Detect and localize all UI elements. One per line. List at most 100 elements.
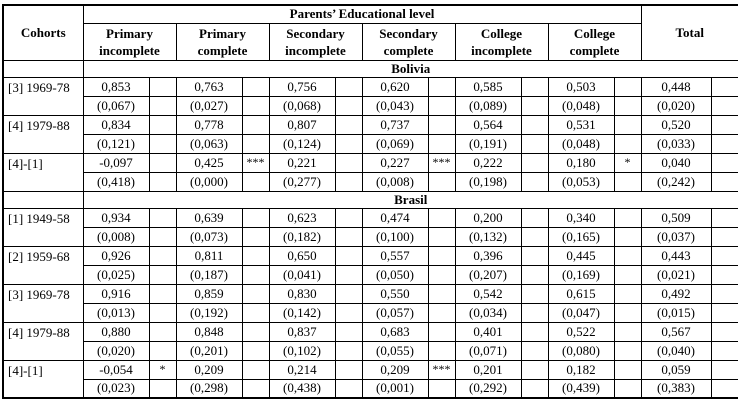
value-cell: 0,737 [361,114,429,135]
star-blank-cell [427,378,456,399]
significance-star-cell [241,359,270,380]
significance-star-cell [148,283,177,304]
value-cell: 0,807 [268,114,336,135]
standard-error-cell: (0,041) [268,264,336,285]
star-blank-cell [334,95,363,116]
star-blank-cell [710,264,738,285]
star-blank-cell [241,264,270,285]
parents-education-group-header: Parents’ Educational level [82,4,642,24]
cohort-cell: [4] 1979-88 [2,114,84,154]
star-blank-cell [241,95,270,116]
significance-star-cell: *** [427,152,456,173]
significance-star-cell [520,114,549,135]
section-row: Brasil [2,190,738,209]
value-cell: 0,650 [268,245,336,266]
star-blank-cell [710,226,738,247]
standard-error-cell: (0,142) [268,302,336,323]
star-blank-cell [334,226,363,247]
star-blank-cell [241,302,270,323]
section-cohort-blank-cell [2,190,84,209]
significance-star-cell [710,321,738,342]
standard-error-cell: (0,015) [640,302,712,323]
star-blank-cell [710,340,738,361]
value-cell: 0,445 [547,245,615,266]
value-cell: 0,859 [175,283,243,304]
standard-error-cell: (0,067) [82,95,150,116]
standard-error-cell: (0,027) [175,95,243,116]
significance-star-cell [710,76,738,97]
value-cell: 0,926 [82,245,150,266]
column-header-college-complete: College complete [547,22,642,61]
significance-star-cell [520,76,549,97]
star-blank-cell [613,95,642,116]
standard-error-cell: (0,383) [640,378,712,399]
standard-error-cell: (0,121) [82,133,150,154]
value-cell: -0,097 [82,152,150,173]
value-cell: 0,837 [268,321,336,342]
standard-error-cell: (0,048) [547,133,615,154]
significance-star-cell: *** [241,152,270,173]
standard-error-cell: (0,439) [547,378,615,399]
star-blank-cell [334,378,363,399]
significance-star-cell [613,245,642,266]
cohort-cell: [3] 1969-78 [2,283,84,323]
significance-star-cell [334,321,363,342]
star-blank-cell [613,133,642,154]
star-blank-cell [148,226,177,247]
star-blank-cell [427,302,456,323]
value-cell: 0,778 [175,114,243,135]
significance-star-cell [710,283,738,304]
star-blank-cell [613,340,642,361]
value-cell: 0,227 [361,152,429,173]
value-cell: 0,564 [454,114,522,135]
value-cell: 0,934 [82,207,150,228]
significance-star-cell [520,359,549,380]
significance-star-cell [427,245,456,266]
value-row: [3] 1969-78 0,853 0,763 0,756 0,620 0,585 0,50… [2,76,738,116]
value-cell: 0,222 [454,152,522,173]
standard-error-cell: (0,182) [268,226,336,247]
standard-error-cell: (0,102) [268,340,336,361]
standard-error-cell: (0,037) [640,226,712,247]
value-cell: 0,182 [547,359,615,380]
header-row-top: Cohorts Parents’ Educational level Total [2,4,738,61]
star-blank-cell [710,302,738,323]
value-cell: 0,763 [175,76,243,97]
star-blank-cell [613,171,642,192]
value-cell: 0,396 [454,245,522,266]
standard-error-cell: (0,298) [175,378,243,399]
standard-error-cell: (0,053) [547,171,615,192]
standard-error-cell: (0,000) [175,171,243,192]
significance-star-cell [520,152,549,173]
value-row: [4] 1979-88 0,880 0,848 0,837 0,683 0,401 0,52… [2,321,738,361]
star-blank-cell [613,378,642,399]
value-cell: 0,880 [82,321,150,342]
star-blank-cell [241,378,270,399]
star-blank-cell [520,264,549,285]
value-cell: 0,531 [547,114,615,135]
star-blank-cell [427,226,456,247]
significance-star-cell [613,207,642,228]
significance-star-cell [334,76,363,97]
significance-star-cell: * [613,152,642,173]
value-cell: 0,916 [82,283,150,304]
significance-star-cell: * [148,359,177,380]
cohort-cell: [3] 1969-78 [2,76,84,116]
value-cell: 0,448 [640,76,712,97]
value-cell: 0,200 [454,207,522,228]
significance-star-cell [148,321,177,342]
value-cell: 0,509 [640,207,712,228]
standard-error-cell: (0,080) [547,340,615,361]
star-blank-cell [520,340,549,361]
standard-error-cell: (0,043) [361,95,429,116]
star-blank-cell [334,171,363,192]
column-header-college-incomplete: College incomplete [454,22,549,61]
standard-error-cell: (0,438) [268,378,336,399]
significance-star-cell [613,114,642,135]
significance-star-cell [334,245,363,266]
standard-error-cell: (0,023) [82,378,150,399]
standard-error-cell: (0,057) [361,302,429,323]
standard-error-cell: (0,132) [454,226,522,247]
star-blank-cell [334,264,363,285]
section-title: Bolivia [82,59,738,78]
